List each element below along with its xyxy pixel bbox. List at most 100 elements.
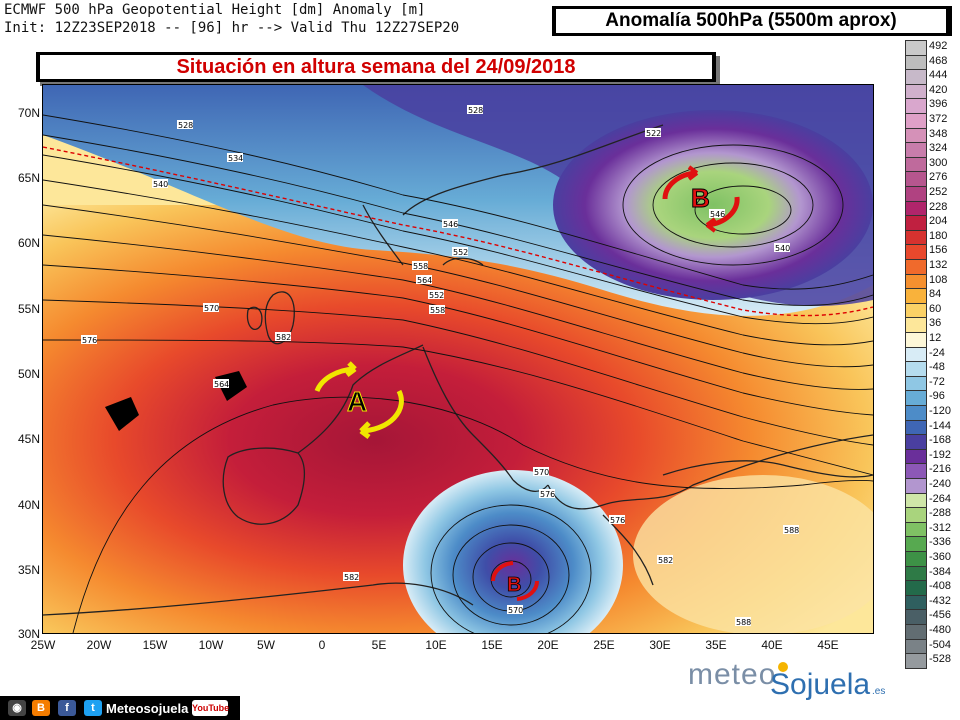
low-pressure-label-south: B [507,574,521,596]
scale-swatch [905,507,927,523]
scale-label: -96 [929,390,945,403]
scale-swatch [905,346,927,363]
scale-label: -240 [929,478,952,490]
scale-label: -168 [929,434,952,447]
scale-swatch [905,288,927,304]
scale-label: -432 [929,594,952,607]
lat-tick: 60N [17,236,40,250]
scale-label: 396 [929,98,948,111]
logo-sojuela: Sojuela [770,668,871,701]
scale-label: 180 [929,229,948,242]
product-title: ECMWF 500 hPa Geopotential Height [dm] A… [4,2,426,18]
blogger-icon[interactable]: B [32,700,50,716]
contour-label: 552 [453,248,468,257]
scale-swatch [905,229,927,246]
scale-swatch [905,142,927,158]
youtube-icon[interactable]: YouTube [192,700,229,716]
lon-tick: 0 [318,638,326,652]
brand-name[interactable]: Meteosojuela [106,701,189,716]
sun-icon [778,662,788,672]
scale-swatch [905,113,927,129]
coastlines [43,124,873,616]
contour-label: 570 [204,304,219,313]
lon-tick: 5W [257,638,275,652]
facebook-icon[interactable]: f [58,700,76,716]
scale-swatch [905,40,927,56]
scale-label: -192 [929,448,952,461]
scale-swatch [905,215,927,231]
lat-tick: 65N [17,171,40,185]
lat-tick: 30N [17,627,40,641]
scale-label: -48 [929,361,945,374]
flow-arrow-icon [215,371,247,401]
contour-label: 528 [178,121,193,130]
scale-swatch [905,317,927,333]
lon-tick: 30E [649,638,671,652]
scale-swatch [905,478,927,494]
contour-label: 570 [534,468,549,477]
scale-label: -264 [929,492,952,505]
scale-label: 132 [929,259,948,271]
scale-swatch [905,419,927,436]
scale-label: 444 [929,69,948,82]
scale-label: -360 [929,551,952,563]
lat-tick: 55N [17,302,40,316]
contour-label: 546 [710,210,725,219]
contour-label: 588 [784,526,799,535]
flow-arrow-icon [105,397,139,431]
scale-swatch [905,638,927,655]
lat-tick: 70N [17,106,40,120]
scale-label: 60 [929,302,942,315]
scale-label: 228 [929,200,948,213]
camera-icon[interactable]: ◉ [8,700,26,716]
lon-tick: 10E [425,638,447,652]
map-svg: 528 534 540 546 552 558 564 570 576 582 … [43,85,873,633]
contour-labels: 528 534 540 546 552 558 564 570 576 582 … [81,105,799,627]
contour-label: 582 [658,556,673,565]
scale-swatch [905,332,927,348]
scale-label: 84 [929,288,942,301]
scale-label: -528 [929,653,952,666]
contour-label: 564 [214,380,229,389]
scale-label: -216 [929,463,952,476]
scale-swatch [905,594,927,611]
anomaly-map: 528 534 540 546 552 558 564 570 576 582 … [42,84,874,634]
scale-label: -288 [929,507,952,520]
scale-swatch [905,69,927,85]
lon-tick: 15W [142,638,168,652]
scale-swatch [905,609,927,625]
scale-swatch [905,565,927,582]
contour-label: 522 [646,129,661,138]
twitter-icon[interactable]: t [84,700,102,716]
scale-label: 324 [929,142,948,155]
scale-swatch [905,375,927,392]
scale-swatch [905,551,927,567]
low-pressure-marker-north: B [662,165,740,233]
scale-swatch [905,244,927,260]
lat-tick: 35N [17,563,40,577]
scale-swatch [905,127,927,144]
scale-label: 468 [929,54,948,67]
contour-label: 552 [429,291,444,300]
contour-label: 582 [276,333,291,342]
contour-label: 540 [775,244,790,253]
contour-label: 582 [344,573,359,582]
contour-label: 588 [736,618,751,627]
lon-tick: 10W [198,638,224,652]
anomaly-color-scale: 492 468 444 420 396 372 348 324 300 276 252 228 204 1… [905,40,955,678]
scale-label: 300 [929,156,948,169]
lon-tick: 5E [371,638,387,652]
height-contours [43,114,873,633]
scale-swatch [905,186,927,202]
scale-swatch [905,54,927,71]
scale-label: 492 [929,40,948,52]
contour-label: 570 [508,606,523,615]
scale-label: 420 [929,83,948,96]
scale-swatch [905,536,927,552]
high-pressure-marker: A [314,361,404,439]
scale-swatch [905,390,927,406]
lat-tick: 50N [17,367,40,381]
scale-label: 276 [929,171,948,184]
scale-label: 156 [929,244,948,257]
scale-swatch [905,521,927,538]
